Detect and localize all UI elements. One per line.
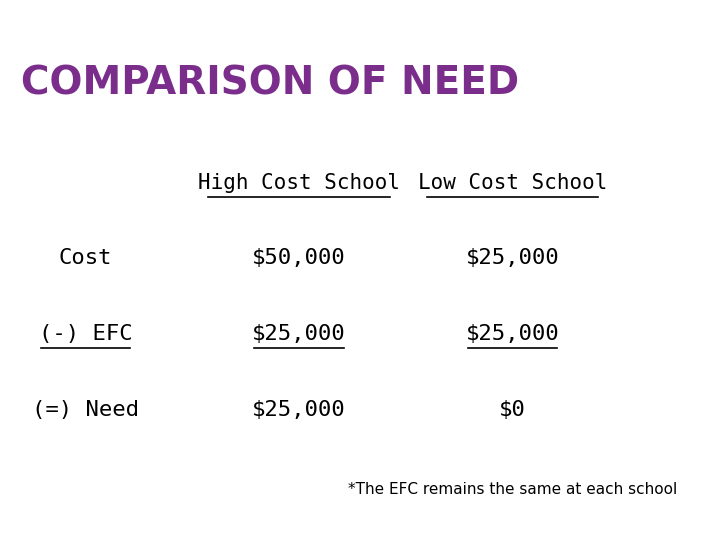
Text: $0: $0 [499, 400, 526, 420]
Text: $25,000: $25,000 [466, 248, 559, 268]
Text: $25,000: $25,000 [466, 324, 559, 344]
Text: Cost: Cost [58, 248, 112, 268]
Text: *The EFC remains the same at each school: *The EFC remains the same at each school [348, 482, 677, 497]
Text: $50,000: $50,000 [252, 248, 346, 268]
Text: COMPARISON OF NEED: COMPARISON OF NEED [22, 65, 519, 103]
Text: $25,000: $25,000 [252, 400, 346, 420]
Text: Low Cost School: Low Cost School [418, 173, 607, 193]
Text: High Cost School: High Cost School [198, 173, 400, 193]
Text: (-) EFC: (-) EFC [39, 324, 132, 344]
Text: (=) Need: (=) Need [32, 400, 139, 420]
Text: $25,000: $25,000 [252, 324, 346, 344]
